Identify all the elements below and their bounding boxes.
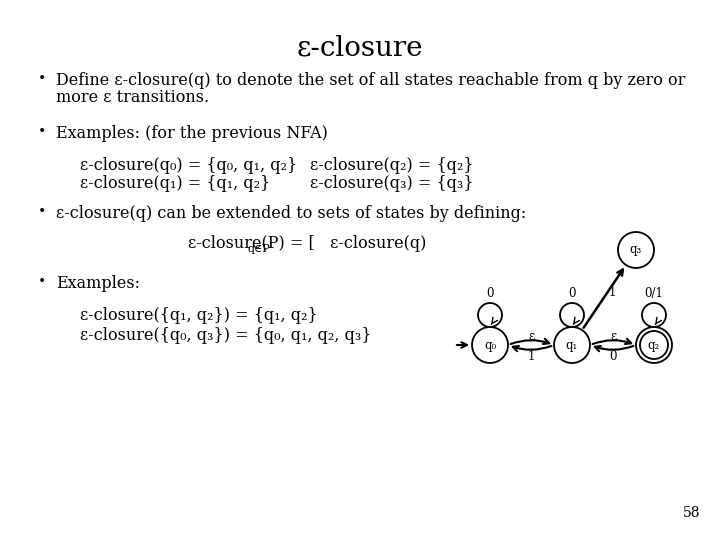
Text: ε-closure: ε-closure [297,35,423,62]
Text: Examples:: Examples: [56,275,140,292]
Text: q₂: q₂ [648,339,660,352]
Text: •: • [38,275,46,289]
Text: 0/1: 0/1 [644,287,663,300]
Text: 58: 58 [683,506,700,520]
Text: 0: 0 [568,287,576,300]
Text: ε: ε [528,329,534,342]
Text: ε-closure(q₁) = {q₁, q₂}: ε-closure(q₁) = {q₁, q₂} [80,175,271,192]
Text: ε-closure(q) can be extended to sets of states by defining:: ε-closure(q) can be extended to sets of … [56,205,526,222]
Text: ε-closure({q₁, q₂}) = {q₁, q₂}: ε-closure({q₁, q₂}) = {q₁, q₂} [80,307,318,324]
Text: •: • [38,205,46,219]
Text: Define ε-closure(q) to denote the set of all states reachable from q by zero or: Define ε-closure(q) to denote the set of… [56,72,685,89]
Circle shape [554,327,590,363]
Text: •: • [38,125,46,139]
Text: ε-closure({q₀, q₃}) = {q₀, q₁, q₂, q₃}: ε-closure({q₀, q₃}) = {q₀, q₁, q₂, q₃} [80,327,372,344]
Text: ε-closure(q₀) = {q₀, q₁, q₂}: ε-closure(q₀) = {q₀, q₁, q₂} [80,157,297,174]
Text: ε: ε [610,329,616,342]
Text: q₀: q₀ [484,339,496,352]
Text: q∈P: q∈P [248,244,271,254]
Text: ε-closure(q₂) = {q₂}: ε-closure(q₂) = {q₂} [310,157,474,174]
Text: ε-closure(P) = [   ε-closure(q): ε-closure(P) = [ ε-closure(q) [188,235,426,252]
Text: q₃: q₃ [630,244,642,256]
Text: 0: 0 [486,287,494,300]
Text: 0: 0 [609,349,617,362]
Text: ε-closure(q₃) = {q₃}: ε-closure(q₃) = {q₃} [310,175,474,192]
Text: more ε transitions.: more ε transitions. [56,89,209,106]
Circle shape [618,232,654,268]
Circle shape [636,327,672,363]
Circle shape [472,327,508,363]
Text: q₁: q₁ [566,339,578,352]
Text: 1: 1 [608,286,616,299]
Text: 1: 1 [527,349,535,362]
Text: •: • [38,72,46,86]
Text: Examples: (for the previous NFA): Examples: (for the previous NFA) [56,125,328,142]
